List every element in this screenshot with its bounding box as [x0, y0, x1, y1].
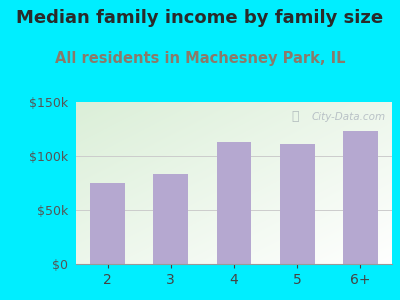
Text: ⦿: ⦿ [291, 110, 298, 123]
Text: City-Data.com: City-Data.com [312, 112, 386, 122]
Bar [90, 183, 125, 264]
Bar [217, 142, 251, 264]
Text: Median family income by family size: Median family income by family size [16, 9, 384, 27]
Bar [154, 174, 188, 264]
Bar [343, 131, 378, 264]
Text: All residents in Machesney Park, IL: All residents in Machesney Park, IL [55, 51, 345, 66]
Bar [280, 144, 314, 264]
